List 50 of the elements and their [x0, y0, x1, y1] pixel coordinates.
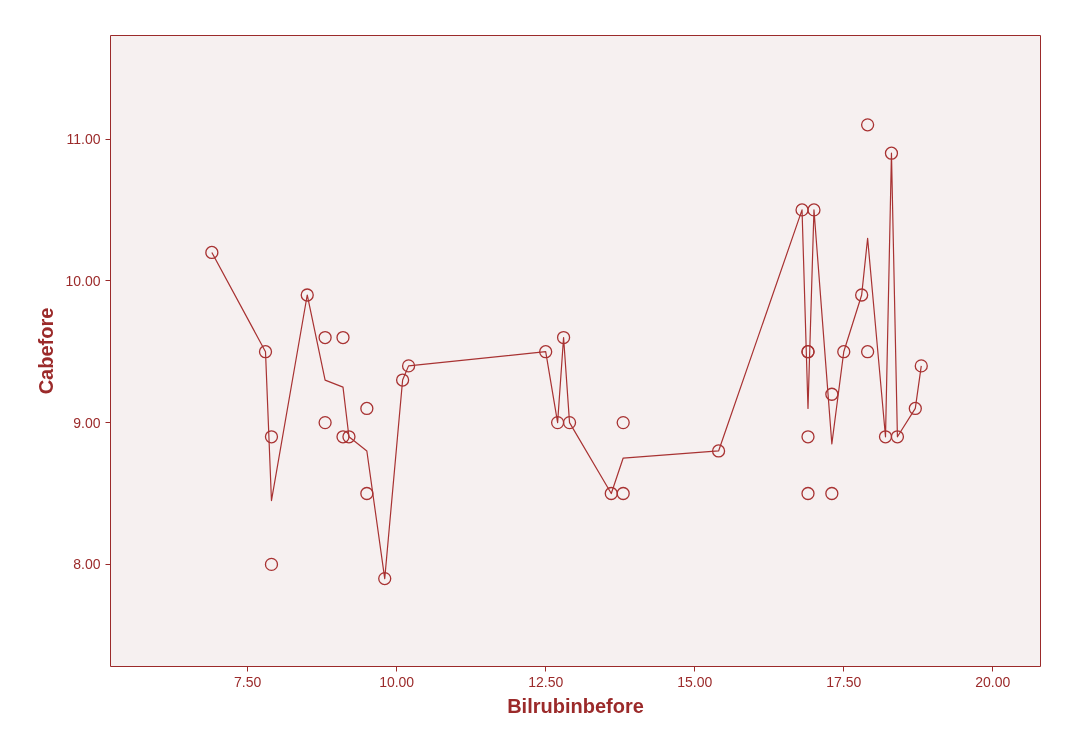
- y-tick-label: 10.00: [65, 272, 101, 289]
- point: [860, 118, 875, 132]
- point: [801, 430, 815, 444]
- point: [360, 401, 374, 416]
- point: [616, 486, 630, 501]
- point: [807, 203, 821, 217]
- point: [336, 330, 350, 345]
- x-tick-label: 15.00: [677, 673, 713, 690]
- point: [318, 415, 332, 430]
- y-tick-label: 9.00: [73, 414, 101, 431]
- y-axis-title: Cabefore: [35, 307, 58, 395]
- point: [825, 486, 839, 501]
- point: [539, 345, 553, 359]
- y-tick-label: 8.00: [73, 556, 101, 573]
- point: [562, 415, 577, 430]
- point: [914, 359, 928, 373]
- x-tick-label: 12.50: [528, 673, 564, 690]
- point: [205, 245, 219, 260]
- point: [300, 288, 314, 302]
- point: [556, 330, 571, 345]
- x-tick-label: 7.50: [233, 673, 262, 690]
- x-tick-label: 20.00: [975, 673, 1011, 690]
- point: [604, 486, 618, 501]
- point: [616, 415, 630, 430]
- point: [318, 330, 332, 345]
- point: [378, 571, 392, 586]
- point: [395, 373, 410, 387]
- point: [360, 486, 374, 501]
- point: [711, 444, 726, 458]
- point: [401, 359, 416, 373]
- y-tick-label: 11.00: [66, 131, 101, 148]
- point: [550, 415, 565, 430]
- point: [860, 345, 875, 359]
- point: [884, 146, 899, 160]
- x-tick-label: 17.50: [826, 673, 862, 690]
- point: [801, 486, 815, 501]
- point: [837, 345, 851, 359]
- x-tick-label: 10.00: [379, 673, 415, 690]
- x-axis-title: Bilrubinbefore: [507, 694, 644, 717]
- point: [855, 288, 869, 302]
- point: [890, 430, 905, 444]
- point: [825, 387, 839, 401]
- point: [795, 203, 809, 217]
- point: [264, 430, 279, 444]
- point: [264, 557, 279, 572]
- point: [878, 430, 893, 444]
- point: [336, 430, 350, 444]
- point: [342, 430, 356, 444]
- point: [908, 401, 922, 416]
- point: [258, 345, 273, 359]
